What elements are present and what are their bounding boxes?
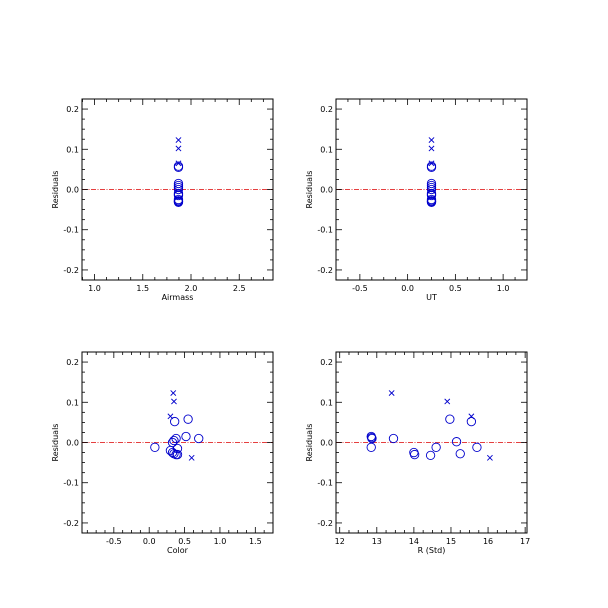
data-point-circle [425,450,436,461]
residual-plot-3: -0.5 0.0 0.5 1.0 1.5 -0.2 -0.1 0.0 0.1 0.2 Color Re… [51,351,274,555]
x-tick-label: 2.5 [233,284,246,293]
x-tick-label: 0.0 [401,284,414,293]
y-axis-label: Residuals [51,424,60,462]
x-tick-label: 1.0 [497,284,510,293]
data-point-circle [183,414,193,424]
y-tick-label: 0.1 [320,398,333,407]
data-point-circle [169,449,179,459]
x-tick-label: 13 [372,537,382,546]
x-tick-label: 1.0 [88,284,101,293]
x-axis-label: Color [167,546,189,555]
data-point-circle [466,416,477,427]
x-tick-label: 0.5 [178,537,191,546]
y-tick-label: 0.0 [320,186,333,195]
y-tick-label: 0.1 [66,145,79,154]
data-point-circle [366,433,377,443]
data-point-cross [428,137,435,143]
data-point-cross [175,160,182,167]
data-point-circle [172,443,183,454]
y-tick-label: -0.2 [317,266,333,275]
data-point-circle [173,184,184,195]
x-tick-label: 1.5 [136,284,149,293]
y-tick-label: -0.2 [63,266,79,275]
data-point-circle [169,435,179,446]
x-tick-label: 14 [409,537,419,546]
data-point-cross [486,454,493,461]
y-tick-label: -0.2 [317,519,333,528]
x-tick-label: 12 [335,537,345,546]
data-point-circle [167,437,178,448]
data-point-circle [445,414,455,424]
data-point-cross [171,398,177,405]
y-axis-label: Residuals [305,424,314,462]
x-tick-label: 0.5 [449,284,462,293]
y-tick-label: 0.0 [66,186,79,195]
data-point-cross [468,413,475,420]
x-tick-label: 1.0 [214,537,227,546]
x-tick-label: 1.5 [249,537,262,546]
y-tick-label: -0.1 [63,479,79,488]
data-point-circle [426,190,437,201]
y-tick-label: 0.1 [320,145,333,154]
y-tick-label: -0.1 [317,226,333,235]
data-point-circle [173,178,184,189]
data-point-circle [472,442,482,452]
data-point-circle [194,433,204,444]
data-point-cross [428,145,435,152]
data-point-circle [451,437,462,447]
y-tick-label: 0.0 [320,439,333,448]
data-point-circle [173,190,184,201]
x-tick-label: 16 [483,537,493,546]
data-point-circle [455,449,465,459]
y-tick-label: -0.1 [317,479,333,488]
data-point-circle [170,416,180,427]
y-tick-label: 0.2 [66,358,79,367]
y-tick-label: -0.1 [63,226,79,235]
x-tick-label: 0.0 [143,537,156,546]
y-axis-label: Residuals [51,171,60,209]
data-point-cross [170,390,177,396]
data-point-circle [388,433,399,444]
x-tick-label: 2.0 [185,284,198,293]
data-point-circle [366,442,376,452]
y-tick-label: 0.2 [320,105,333,114]
y-tick-label: 0.2 [320,358,333,367]
x-tick-label: 15 [446,537,456,546]
residual-plot-2: -0.5 0.0 0.5 1.0 -0.2 -0.1 0.0 0.1 0.2 UT Residual… [305,98,528,302]
data-point-circle [181,431,191,442]
data-point-cross [175,137,182,143]
data-point-cross [428,160,435,167]
x-axis-label: UT [426,293,437,302]
data-point-circle [431,442,441,452]
y-axis-label: Residuals [305,171,314,209]
x-axis-label: R (Std) [418,546,446,555]
data-point-circle [426,184,437,195]
x-axis-label: Airmass [162,293,194,302]
data-point-circle [173,196,184,207]
data-point-cross [188,454,195,461]
y-tick-label: -0.2 [63,519,79,528]
x-tick-label: -0.5 [106,537,122,546]
data-point-cross [444,398,451,405]
data-point-cross [175,145,182,152]
data-point-circle [409,449,420,460]
y-tick-label: 0.2 [66,105,79,114]
y-tick-label: 0.1 [66,398,79,407]
data-point-circle [426,196,437,207]
data-point-cross [167,413,174,420]
x-tick-label: -0.5 [352,284,368,293]
y-tick-label: 0.0 [66,439,79,448]
data-point-cross [388,390,395,396]
residual-plot-4: 12 13 14 15 16 17 -0.2 -0.1 0.0 0.1 0.2 R (Std) Resi… [305,351,530,555]
residual-plot-1: 1.0 1.5 2.0 2.5 -0.2 -0.1 0.0 0.1 0.2 Airmass Resi… [51,98,274,302]
x-tick-label: 17 [520,537,530,546]
data-point-circle [426,178,437,189]
data-point-circle [150,442,160,452]
